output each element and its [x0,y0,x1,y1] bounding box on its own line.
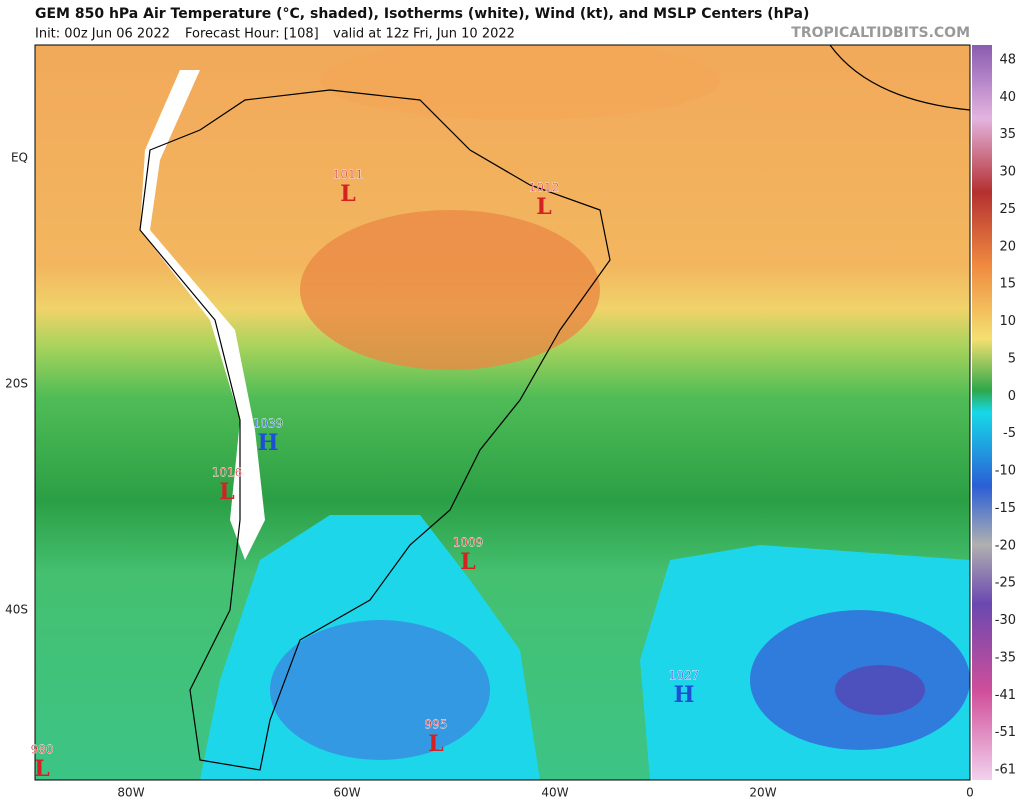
colorbar-label: 35 [999,127,1016,142]
latitude-label: EQ [11,151,28,165]
pressure-center: L [536,194,551,220]
colorbar-label: -41 [995,688,1016,703]
pressure-value: 1011 [333,168,364,182]
longitude-label: 40W [541,786,568,800]
pressure-value: 1039 [253,417,284,431]
colorbar-label: -35 [995,650,1016,665]
latitude-label: 20S [5,377,28,391]
colorbar-label: -51 [995,725,1016,740]
colorbar-label: 0 [1008,389,1016,404]
longitude-label: 80W [117,786,144,800]
map-frame [34,44,971,781]
colorbar-label: 40 [999,90,1016,105]
init-time: Init: 00z Jun 06 2022 [35,27,170,42]
temperature-field [35,45,970,780]
colorbar-label: 25 [999,202,1016,217]
pressure-center: L [340,181,355,207]
pressure-center: H [674,682,695,708]
longitude-label: 60W [333,786,360,800]
colorbar-label: 5 [1008,351,1016,366]
pressure-value: 1027 [669,669,700,683]
title: GEM 850 hPa Air Temperature (°C, shaded)… [35,6,809,22]
watermark: TROPICALTIDBITS.COM [791,25,970,41]
colorbar-label: 15 [999,277,1016,292]
colorbar-label: 30 [999,165,1016,180]
longitude-label: 0 [966,786,974,800]
colorbar-label: -10 [995,464,1016,479]
colorbar-label: 48 [999,53,1016,68]
colorbar-label: -5 [1003,426,1016,441]
colorbar-label: -20 [995,538,1016,553]
pressure-center: L [428,731,443,757]
colorbar-label: 10 [999,314,1016,329]
colorbar-label: -15 [995,501,1016,516]
pressure-value: 995 [425,718,448,732]
colorbar-label: -30 [995,613,1016,628]
pressure-center: H [258,430,279,456]
pressure-center: L [34,756,49,782]
forecast-hour: Forecast Hour: [108] [185,27,319,42]
colorbar [972,45,992,780]
colorbar-label: -61 [995,763,1016,778]
pressure-value: 1012 [529,181,560,195]
colorbar-label: -25 [995,576,1016,591]
valid-time: valid at 12z Fri, Jun 10 2022 [333,27,515,42]
pressure-value: 980 [31,743,54,757]
pressure-value: 1016 [212,466,243,480]
longitude-label: 20W [749,786,776,800]
pressure-value: 1009 [453,536,484,550]
pressure-center: L [219,479,234,505]
pressure-center: L [460,549,475,575]
latitude-label: 40S [5,603,28,617]
colorbar-label: 20 [999,239,1016,254]
